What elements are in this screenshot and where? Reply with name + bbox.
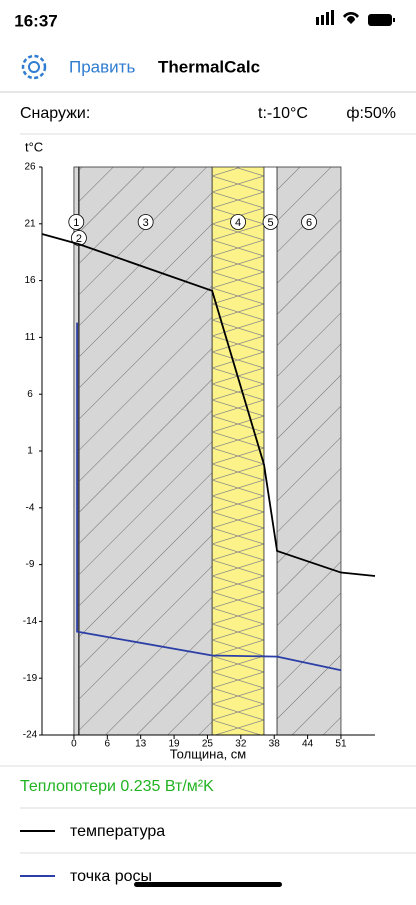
outside-label: Снаружи: [20,105,90,122]
x-tick-label: 6 [105,739,111,750]
layer-marker [230,214,246,230]
home-indicator [134,882,282,887]
outside-humidity[interactable]: ф:50% [346,105,396,122]
y-tick-label: 26 [24,162,36,173]
y-tick-label: -19 [23,673,38,684]
layer-label: 6 [306,217,312,229]
x-tick-label: 38 [269,739,281,750]
x-tick-label: 32 [235,739,247,750]
y-tick-label: 16 [24,275,36,286]
status-icons [316,10,395,26]
x-axis-label: Толщина, см [170,746,247,761]
legend-label: температура [70,823,165,840]
edit-button[interactable]: Править [69,57,135,76]
settings-button[interactable] [21,54,47,80]
y-tick-label: -24 [23,730,38,741]
x-tick-label: 19 [169,739,181,750]
status-time: 16:37 [14,11,57,30]
chart: 1 2 3 4 5 6 26 21 16 11 6 1 -4 -9 -14 -19 -24 0 6 13 19 25 32 3… [23,139,376,761]
legend-label: точка росы [70,868,152,885]
layer-marker [71,230,87,246]
layer-pattern [212,167,264,735]
heat-loss: Теплопотери 0.235 Вт/м²K [20,778,214,795]
x-tick-label: 25 [202,739,214,750]
series-line [76,322,342,672]
nav-title: ThermalCalc [158,57,260,76]
layer-marker [137,214,154,230]
layer-pattern [277,167,341,735]
layer-label: 1 [73,217,79,229]
y-tick-label: 11 [25,332,36,343]
y-tick-label: 6 [27,389,33,400]
layer [263,166,278,736]
y-tick-label: -14 [23,616,38,627]
layer-marker [262,214,279,230]
y-tick-label: 21 [24,218,36,229]
layer-marker [68,214,85,230]
y-axis-label: t°C [25,139,43,154]
x-tick-label: 13 [135,739,147,750]
x-tick-label: 51 [335,739,347,750]
layer-marker [301,214,317,230]
x-tick-label: 44 [302,739,314,750]
x-tick-label: 0 [71,739,77,750]
outside-temperature[interactable]: t:-10°C [258,105,308,122]
series-line [41,233,376,577]
y-tick-label: 1 [27,446,33,457]
y-tick-label: -4 [26,502,35,513]
layer-label: 3 [143,217,149,229]
layer-pattern [79,167,213,735]
y-tick-label: -9 [26,559,35,570]
layer-label: 2 [76,233,82,245]
layer-label: 4 [235,217,241,229]
layer-label: 5 [267,217,273,229]
